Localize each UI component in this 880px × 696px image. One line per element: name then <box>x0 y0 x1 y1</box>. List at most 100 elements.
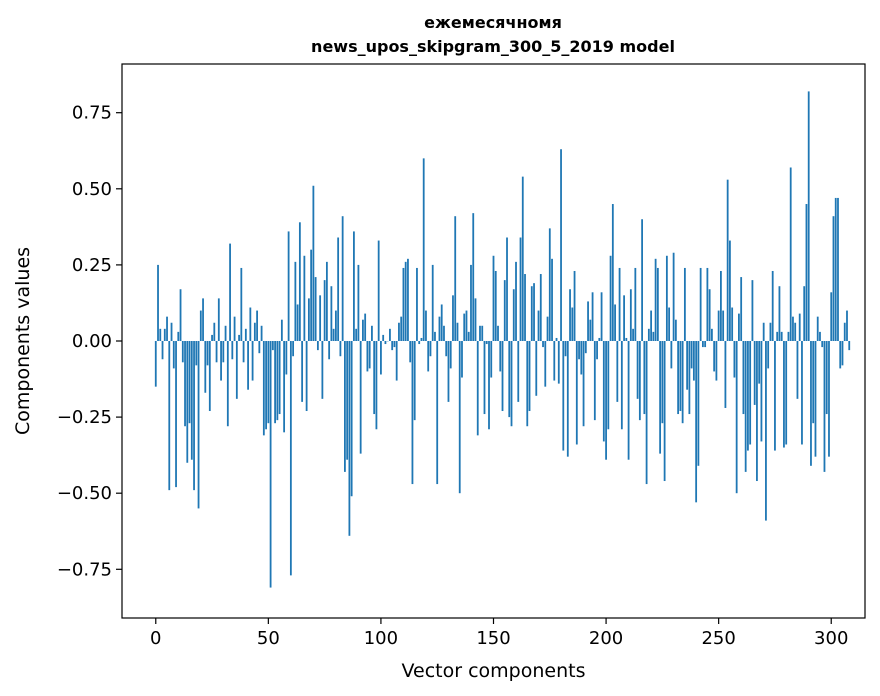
bar-77 <box>328 341 331 360</box>
bar-129 <box>445 341 448 357</box>
plot-frame <box>121 63 866 619</box>
bar-125 <box>436 341 439 485</box>
bar-215 <box>638 341 641 421</box>
bar-82 <box>339 341 342 357</box>
bar-171 <box>539 274 542 341</box>
bar-7 <box>170 322 173 341</box>
bar-86 <box>348 341 351 536</box>
bar-190 <box>582 341 585 427</box>
bar-29 <box>220 341 222 381</box>
bar-275 <box>774 341 776 451</box>
bar-111 <box>404 261 407 341</box>
bar-137 <box>463 313 466 341</box>
bar-225 <box>661 341 664 424</box>
y-tick-label: −0.50 <box>57 483 112 504</box>
bar-198 <box>600 292 603 341</box>
bar-37 <box>238 334 240 341</box>
bar-68 <box>307 298 310 341</box>
bar-72 <box>316 341 319 351</box>
bar-100 <box>380 341 382 375</box>
bar-213 <box>634 267 637 341</box>
bar-60 <box>289 341 292 576</box>
bar-48 <box>262 341 265 436</box>
bar-167 <box>530 286 533 341</box>
bar-257 <box>733 341 736 378</box>
bar-228 <box>668 307 671 341</box>
bar-34 <box>231 341 234 360</box>
bar-307 <box>846 310 848 341</box>
bar-223 <box>656 267 659 341</box>
bar-102 <box>384 341 387 345</box>
bar-183 <box>566 341 569 457</box>
bar-174 <box>546 316 549 341</box>
y-axis-label: Components values <box>12 247 34 435</box>
bar-162 <box>519 237 522 341</box>
x-tick-label: 100 <box>364 628 398 649</box>
bar-18 <box>195 341 198 366</box>
bar-291 <box>810 341 812 466</box>
bar-4 <box>163 328 166 341</box>
bar-268 <box>758 341 761 384</box>
bar-264 <box>749 341 752 445</box>
bar-110 <box>402 267 405 341</box>
bar-73 <box>319 295 322 341</box>
bar-218 <box>645 341 648 485</box>
bar-272 <box>767 341 770 369</box>
chart-title-line2: news_upos_skipgram_300_5_2019 model <box>311 37 675 56</box>
y-tick-label: 0.25 <box>72 255 112 276</box>
bar-261 <box>742 341 745 415</box>
bar-242 <box>699 267 702 341</box>
bar-64 <box>298 222 301 341</box>
bar-118 <box>420 337 423 341</box>
bar-270 <box>762 322 765 341</box>
bar-113 <box>409 341 412 363</box>
x-tick-label: 250 <box>701 628 735 649</box>
bar-187 <box>575 341 578 445</box>
bar-8 <box>172 341 175 369</box>
bar-164 <box>524 274 526 341</box>
bar-266 <box>753 341 756 405</box>
bar-287 <box>801 341 803 445</box>
bar-286 <box>798 313 801 341</box>
bar-278 <box>780 331 783 341</box>
bar-265 <box>751 280 754 341</box>
y-tick-label: 0.50 <box>72 179 112 200</box>
bar-122 <box>429 341 432 357</box>
bar-147 <box>485 341 488 345</box>
bar-13 <box>184 341 186 427</box>
bar-192 <box>587 301 589 341</box>
bar-31 <box>224 325 227 341</box>
bar-91 <box>359 341 362 454</box>
bar-302 <box>834 197 837 341</box>
bar-146 <box>483 341 486 415</box>
bar-16 <box>190 341 193 460</box>
bar-98 <box>375 341 378 430</box>
bar-23 <box>206 341 209 366</box>
bar-306 <box>843 322 846 341</box>
bar-246 <box>708 289 711 341</box>
bar-19 <box>197 341 200 509</box>
bar-158 <box>510 341 513 427</box>
bar-217 <box>643 341 646 415</box>
bar-139 <box>467 331 470 341</box>
bar-208 <box>623 295 625 341</box>
bar-244 <box>704 341 707 348</box>
bar-142 <box>474 298 477 341</box>
bar-289 <box>805 204 808 341</box>
bar-134 <box>456 322 459 341</box>
bar-76 <box>325 261 328 341</box>
bar-52 <box>271 341 274 351</box>
bar-6 <box>168 341 171 491</box>
bar-245 <box>706 267 709 341</box>
bar-74 <box>321 341 324 399</box>
bar-159 <box>512 289 515 341</box>
bar-201 <box>607 341 610 430</box>
bar-177 <box>553 341 556 381</box>
bar-135 <box>458 341 461 494</box>
bar-274 <box>771 270 774 341</box>
bar-148 <box>488 341 490 430</box>
bar-9 <box>175 341 177 488</box>
bar-63 <box>296 304 299 341</box>
bar-295 <box>819 331 821 341</box>
bar-260 <box>740 277 743 341</box>
